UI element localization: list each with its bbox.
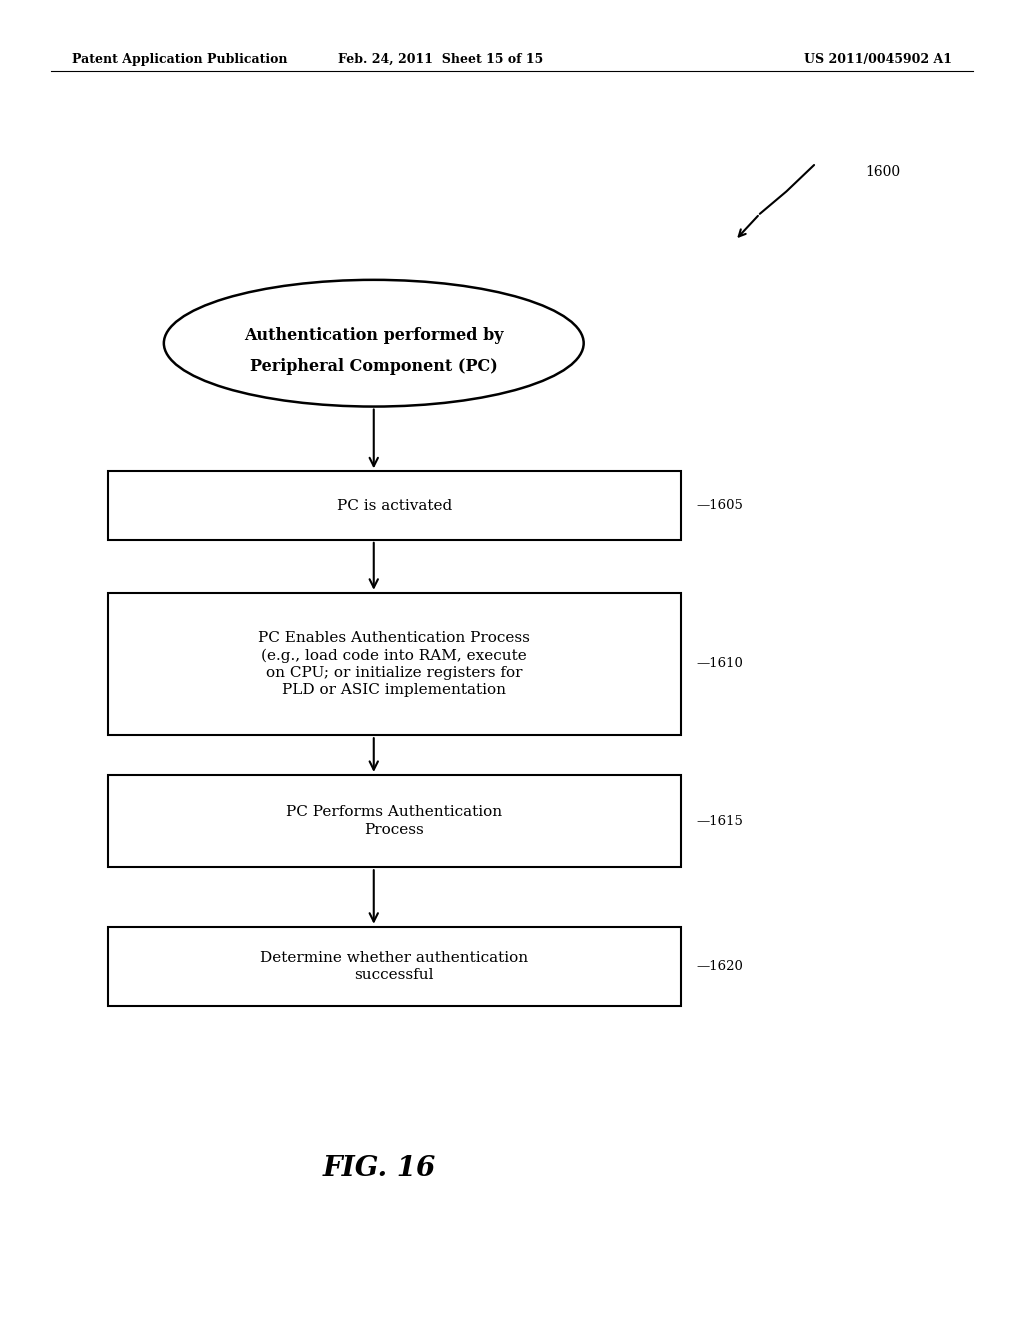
Bar xyxy=(108,593,681,735)
Text: —1605: —1605 xyxy=(696,499,743,512)
Text: US 2011/0045902 A1: US 2011/0045902 A1 xyxy=(804,53,952,66)
Text: PC is activated: PC is activated xyxy=(337,499,452,512)
Text: —1615: —1615 xyxy=(696,814,743,828)
Text: PC Performs Authentication
Process: PC Performs Authentication Process xyxy=(286,805,503,837)
Text: FIG. 16: FIG. 16 xyxy=(323,1155,435,1181)
Text: —1610: —1610 xyxy=(696,657,743,671)
Text: Peripheral Component (PC): Peripheral Component (PC) xyxy=(250,359,498,375)
Text: 1600: 1600 xyxy=(865,165,900,178)
Text: Determine whether authentication
successful: Determine whether authentication success… xyxy=(260,950,528,982)
Bar xyxy=(108,775,681,867)
Bar xyxy=(108,927,681,1006)
Text: Authentication performed by: Authentication performed by xyxy=(244,327,504,343)
Bar xyxy=(108,471,681,540)
Text: —1620: —1620 xyxy=(696,960,743,973)
Text: Feb. 24, 2011  Sheet 15 of 15: Feb. 24, 2011 Sheet 15 of 15 xyxy=(338,53,543,66)
Text: PC Enables Authentication Process
(e.g., load code into RAM, execute
on CPU; or : PC Enables Authentication Process (e.g.,… xyxy=(258,631,530,697)
Text: Patent Application Publication: Patent Application Publication xyxy=(72,53,287,66)
